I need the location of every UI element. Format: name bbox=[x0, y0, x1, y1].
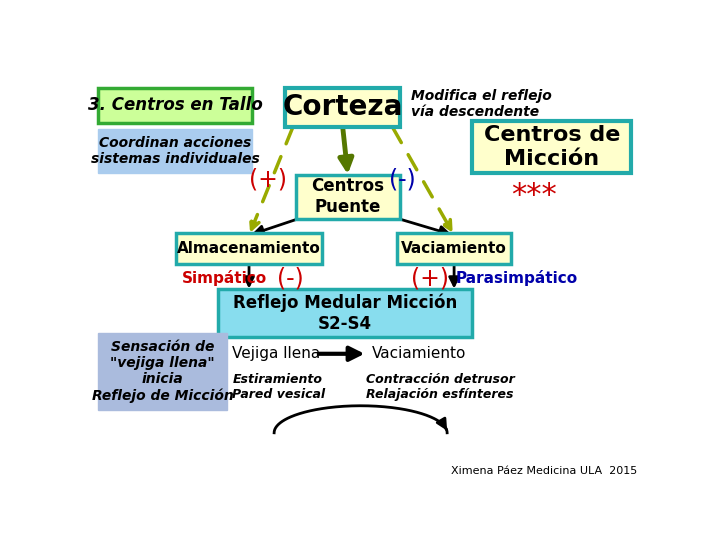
Text: Sensación de
"vejiga llena"
inicia
Reflejo de Micción: Sensación de "vejiga llena" inicia Refle… bbox=[91, 340, 233, 403]
Text: Simpático: Simpático bbox=[182, 270, 267, 286]
FancyBboxPatch shape bbox=[297, 175, 400, 219]
FancyBboxPatch shape bbox=[99, 333, 227, 410]
FancyBboxPatch shape bbox=[176, 233, 322, 265]
Text: ***: *** bbox=[511, 181, 557, 210]
FancyBboxPatch shape bbox=[218, 289, 472, 337]
Text: Reflejo Medular Micción
S2-S4: Reflejo Medular Micción S2-S4 bbox=[233, 294, 457, 333]
Text: Coordinan acciones
sistemas individuales: Coordinan acciones sistemas individuales bbox=[91, 136, 259, 166]
FancyBboxPatch shape bbox=[397, 233, 511, 265]
FancyBboxPatch shape bbox=[99, 87, 252, 123]
FancyBboxPatch shape bbox=[285, 87, 400, 127]
Text: 3. Centros en Tallo: 3. Centros en Tallo bbox=[88, 96, 263, 114]
Text: Centros de
Micción: Centros de Micción bbox=[484, 125, 620, 168]
Text: Centros
Puente: Centros Puente bbox=[312, 178, 384, 216]
Text: Vaciamiento: Vaciamiento bbox=[372, 346, 466, 361]
Text: Vejiga llena: Vejiga llena bbox=[233, 346, 320, 361]
Text: (+): (+) bbox=[249, 167, 287, 191]
Text: Estiramiento
Pared vesical: Estiramiento Pared vesical bbox=[233, 373, 325, 401]
Text: Vaciamiento: Vaciamiento bbox=[401, 241, 507, 256]
FancyBboxPatch shape bbox=[99, 129, 252, 173]
Text: Parasimpático: Parasimpático bbox=[456, 270, 577, 286]
FancyBboxPatch shape bbox=[472, 121, 631, 173]
Text: Almacenamiento: Almacenamiento bbox=[177, 241, 321, 256]
Text: Modifica el reflejo
vía descendente: Modifica el reflejo vía descendente bbox=[411, 89, 552, 119]
Text: (-): (-) bbox=[277, 266, 304, 290]
Text: Ximena Páez Medicina ULA  2015: Ximena Páez Medicina ULA 2015 bbox=[451, 467, 637, 476]
Text: (+): (+) bbox=[411, 266, 449, 290]
Text: (-): (-) bbox=[389, 167, 415, 191]
Text: Corteza: Corteza bbox=[282, 93, 402, 122]
Text: Contracción detrusor
Relajación esfínteres: Contracción detrusor Relajación esfínter… bbox=[366, 373, 515, 401]
